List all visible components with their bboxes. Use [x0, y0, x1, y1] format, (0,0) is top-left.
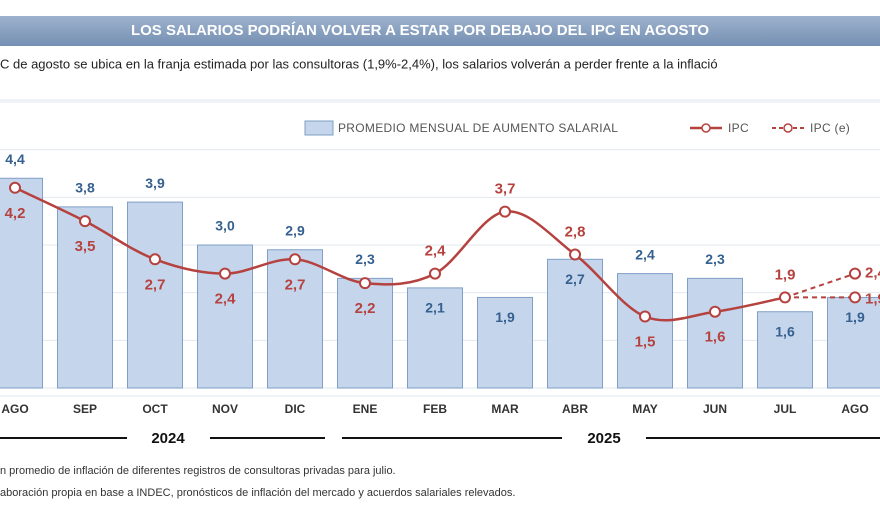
labels: AGO SEP OCT NOV DIC ENE FEB MAR ABR MAY JUN JUL AGO 4…: [1, 151, 880, 416]
bar: [57, 206, 113, 389]
legend-label: IPC (e): [810, 121, 850, 135]
chart-subtitle: C de agosto se ubica en la franja estima…: [0, 56, 718, 71]
ipc-estimate-point: [849, 291, 861, 304]
ipc-point: [149, 253, 161, 266]
ipc-point: [779, 291, 791, 304]
ipc-value-label: 2,7: [285, 276, 306, 293]
bar-value-label: 1,9: [495, 309, 515, 325]
bar-value-label: 2,3: [705, 251, 725, 267]
chart-title: LOS SALARIOS PODRÍAN VOLVER A ESTAR POR …: [131, 22, 709, 39]
x-tick-label: JUL: [774, 402, 797, 416]
year-label: 2025: [587, 430, 620, 447]
ipc-value-label: 2,7: [145, 276, 166, 293]
ipc-estimate-high: [784, 272, 856, 299]
bar-value-label: 2,3: [355, 251, 375, 267]
x-tick-label: OCT: [142, 402, 168, 416]
legend-point: [701, 123, 711, 133]
ipc-point: [569, 248, 581, 261]
ipc-point: [639, 310, 651, 323]
title-bar: [0, 16, 880, 46]
x-tick-label: AGO: [1, 402, 28, 416]
bar-value-label: 3,0: [215, 218, 235, 234]
bar: [687, 277, 743, 389]
x-tick-label: ENE: [353, 402, 378, 416]
bar: [0, 177, 43, 389]
bar: [547, 258, 603, 389]
legend-swatch: [304, 120, 334, 136]
x-tick-label: AGO: [841, 402, 868, 416]
ipc-point: [499, 205, 511, 218]
ipc-estimate-point: [849, 267, 861, 280]
ipc-point: [79, 215, 91, 228]
bar-value-label: 1,6: [775, 323, 795, 339]
ipc-value-label: 2,8: [565, 224, 586, 241]
bar-value-label: 3,9: [145, 175, 165, 191]
footnote: aboración propia en base a INDEC, pronós…: [0, 487, 515, 499]
x-tick-label: SEP: [73, 402, 97, 416]
bar: [757, 311, 813, 389]
bar: [617, 273, 673, 389]
ipc-value-label: 2,2: [355, 300, 376, 317]
x-tick-label: MAY: [632, 402, 658, 416]
ipc-value-label: 1,6: [705, 329, 726, 346]
bar: [407, 287, 463, 389]
ipc-point: [429, 267, 441, 280]
bar-value-label: 2,7: [565, 271, 585, 287]
ipc-point: [289, 253, 301, 266]
ipc-point: [359, 277, 371, 290]
ipc-value-label: 1,9: [775, 266, 796, 283]
ipc-value-label: 3,7: [495, 181, 516, 198]
legend: PROMEDIO MENSUAL DE AUMENTO SALARIAL IPC I…: [304, 120, 850, 136]
marks: [0, 177, 880, 389]
bar: [477, 296, 533, 389]
x-tick-label: DIC: [285, 402, 306, 416]
bar-value-label: 4,4: [5, 151, 25, 167]
bar-value-label: 2,1: [425, 300, 445, 316]
ipc-point: [9, 181, 21, 194]
ipc-point: [709, 305, 721, 318]
ipc-point: [219, 267, 231, 280]
bar: [127, 201, 183, 389]
x-tick-label: NOV: [212, 402, 238, 416]
ipc-value-label: 2,4: [215, 291, 237, 308]
legend-label: IPC: [728, 121, 749, 135]
ipc-value-label: 3,5: [75, 238, 96, 255]
ipc-estimate-label: 1,9: [865, 290, 880, 307]
x-tick-label: ABR: [562, 402, 588, 416]
bar: [197, 244, 253, 389]
ipc-value-label: 1,5: [635, 333, 656, 350]
bar-value-label: 2,4: [635, 246, 655, 262]
x-tick-label: MAR: [491, 402, 519, 416]
footnote: n promedio de inflación de diferentes re…: [0, 465, 396, 477]
bar-value-label: 2,9: [285, 222, 305, 238]
legend-point: [783, 123, 793, 133]
bar: [267, 249, 323, 389]
legend-label: PROMEDIO MENSUAL DE AUMENTO SALARIAL: [338, 121, 618, 135]
x-tick-label: FEB: [423, 402, 447, 416]
ipc-estimate-label: 2,4: [865, 265, 880, 282]
x-tick-label: JUN: [703, 402, 727, 416]
bar-value-label: 3,8: [75, 180, 95, 196]
ipc-value-label: 2,4: [425, 243, 447, 260]
bar: [337, 277, 393, 389]
year-label: 2024: [151, 430, 185, 447]
bar-value-label: 1,9: [845, 309, 865, 325]
ipc-value-label: 4,2: [5, 205, 26, 222]
